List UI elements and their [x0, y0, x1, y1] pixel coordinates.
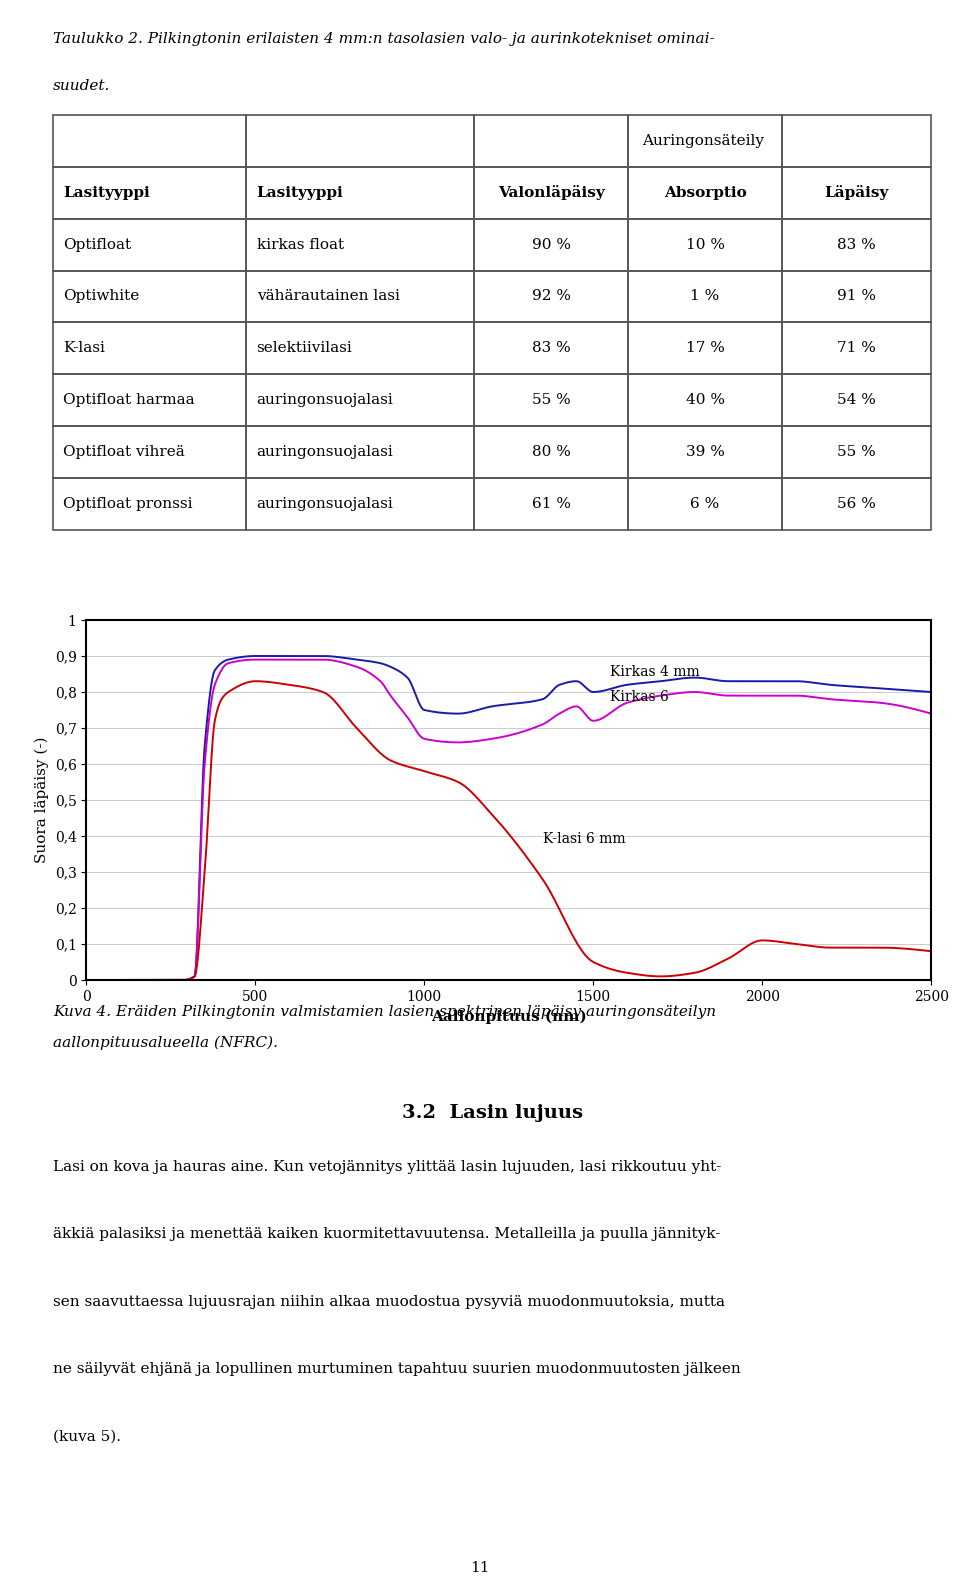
Bar: [53, 115, 246, 168]
Text: vähärautainen lasi: vähärautainen lasi: [256, 289, 399, 303]
Text: Valonläpäisy: Valonläpäisy: [498, 185, 605, 200]
Bar: [246, 426, 474, 479]
Bar: [474, 479, 628, 530]
Text: auringonsuojalasi: auringonsuojalasi: [256, 445, 394, 460]
Bar: [53, 322, 246, 375]
Bar: [628, 375, 781, 426]
Text: 1 %: 1 %: [690, 289, 720, 303]
Text: 11: 11: [470, 1561, 490, 1575]
Bar: [53, 168, 246, 219]
Text: (kuva 5).: (kuva 5).: [53, 1430, 121, 1443]
Text: Optiwhite: Optiwhite: [63, 289, 139, 303]
Text: 56 %: 56 %: [837, 496, 876, 511]
Bar: [781, 115, 931, 168]
Bar: [781, 168, 931, 219]
Text: 92 %: 92 %: [532, 289, 571, 303]
Text: Kirkas 4 mm: Kirkas 4 mm: [611, 666, 700, 678]
Text: ne säilyvät ehjänä ja lopullinen murtuminen tapahtuu suurien muodonmuutosten jäl: ne säilyvät ehjänä ja lopullinen murtumi…: [53, 1361, 740, 1376]
Text: 61 %: 61 %: [532, 496, 571, 511]
Text: Lasi on kova ja hauras aine. Kun vetojännitys ylittää lasin lujuuden, lasi rikko: Lasi on kova ja hauras aine. Kun vetojän…: [53, 1160, 721, 1175]
Bar: [628, 168, 781, 219]
Text: 71 %: 71 %: [837, 342, 876, 356]
Text: selektiivilasi: selektiivilasi: [256, 342, 352, 356]
Bar: [246, 168, 474, 219]
Text: 54 %: 54 %: [837, 393, 876, 407]
Text: Lasityyppi: Lasityyppi: [256, 185, 344, 200]
Text: Absorptio: Absorptio: [663, 185, 746, 200]
Text: aallonpituusalueella (NFRC).: aallonpituusalueella (NFRC).: [53, 1036, 277, 1050]
Text: Kirkas 6: Kirkas 6: [611, 689, 669, 704]
Text: K-lasi: K-lasi: [63, 342, 106, 356]
Text: 6 %: 6 %: [690, 496, 720, 511]
Bar: [246, 270, 474, 322]
Bar: [53, 219, 246, 270]
Bar: [781, 426, 931, 479]
Bar: [781, 219, 931, 270]
Text: äkkiä palasiksi ja menettää kaiken kuormitettavuutensa. Metalleilla ja puulla jä: äkkiä palasiksi ja menettää kaiken kuorm…: [53, 1227, 720, 1242]
Bar: [628, 426, 781, 479]
Text: suudet.: suudet.: [53, 78, 110, 93]
Text: 91 %: 91 %: [837, 289, 876, 303]
Bar: [474, 270, 628, 322]
Text: Optifloat harmaa: Optifloat harmaa: [63, 393, 195, 407]
Bar: [781, 270, 931, 322]
Y-axis label: Suora läpäisy (-): Suora läpäisy (-): [35, 737, 49, 863]
Text: 55 %: 55 %: [532, 393, 570, 407]
Text: 55 %: 55 %: [837, 445, 876, 460]
Bar: [628, 219, 781, 270]
Text: 83 %: 83 %: [532, 342, 570, 356]
Text: 10 %: 10 %: [685, 238, 725, 252]
Bar: [628, 322, 781, 375]
Text: Läpäisy: Läpäisy: [825, 185, 889, 200]
Bar: [628, 479, 781, 530]
Text: Auringonsäteily: Auringonsäteily: [642, 134, 764, 148]
Bar: [53, 479, 246, 530]
Bar: [246, 375, 474, 426]
Text: Lasityyppi: Lasityyppi: [63, 185, 150, 200]
Text: sen saavuttaessa lujuusrajan niihin alkaa muodostua pysyviä muodonmuutoksia, mut: sen saavuttaessa lujuusrajan niihin alka…: [53, 1294, 725, 1309]
Bar: [246, 115, 474, 168]
Bar: [53, 375, 246, 426]
Bar: [246, 479, 474, 530]
Text: 39 %: 39 %: [685, 445, 725, 460]
Text: Optifloat pronssi: Optifloat pronssi: [63, 496, 193, 511]
Text: 40 %: 40 %: [685, 393, 725, 407]
Bar: [628, 270, 781, 322]
Text: 80 %: 80 %: [532, 445, 571, 460]
Bar: [781, 479, 931, 530]
Bar: [474, 426, 628, 479]
Bar: [474, 168, 628, 219]
Text: auringonsuojalasi: auringonsuojalasi: [256, 496, 394, 511]
Bar: [246, 322, 474, 375]
Text: Optifloat: Optifloat: [63, 238, 132, 252]
Text: auringonsuojalasi: auringonsuojalasi: [256, 393, 394, 407]
Text: kirkas float: kirkas float: [256, 238, 344, 252]
Bar: [246, 219, 474, 270]
Bar: [53, 270, 246, 322]
Bar: [474, 115, 628, 168]
Text: 17 %: 17 %: [685, 342, 725, 356]
X-axis label: Aallonpituus (nm): Aallonpituus (nm): [431, 1009, 587, 1023]
Bar: [628, 115, 781, 168]
Bar: [781, 375, 931, 426]
Text: K-lasi 6 mm: K-lasi 6 mm: [542, 832, 625, 846]
Text: 3.2  Lasin lujuus: 3.2 Lasin lujuus: [401, 1103, 583, 1122]
Text: Taulukko 2. Pilkingtonin erilaisten 4 mm:n tasolasien valo- ja aurinkotekniset o: Taulukko 2. Pilkingtonin erilaisten 4 mm…: [53, 32, 714, 46]
Bar: [53, 426, 246, 479]
Bar: [474, 219, 628, 270]
Text: Kuva 4. Eräiden Pilkingtonin valmistamien lasien spektrinen läpäisy auringonsäte: Kuva 4. Eräiden Pilkingtonin valmistamie…: [53, 1005, 716, 1018]
Bar: [474, 322, 628, 375]
Text: Optifloat vihreä: Optifloat vihreä: [63, 445, 185, 460]
Bar: [474, 375, 628, 426]
Text: 83 %: 83 %: [837, 238, 876, 252]
Bar: [781, 322, 931, 375]
Text: 90 %: 90 %: [532, 238, 571, 252]
